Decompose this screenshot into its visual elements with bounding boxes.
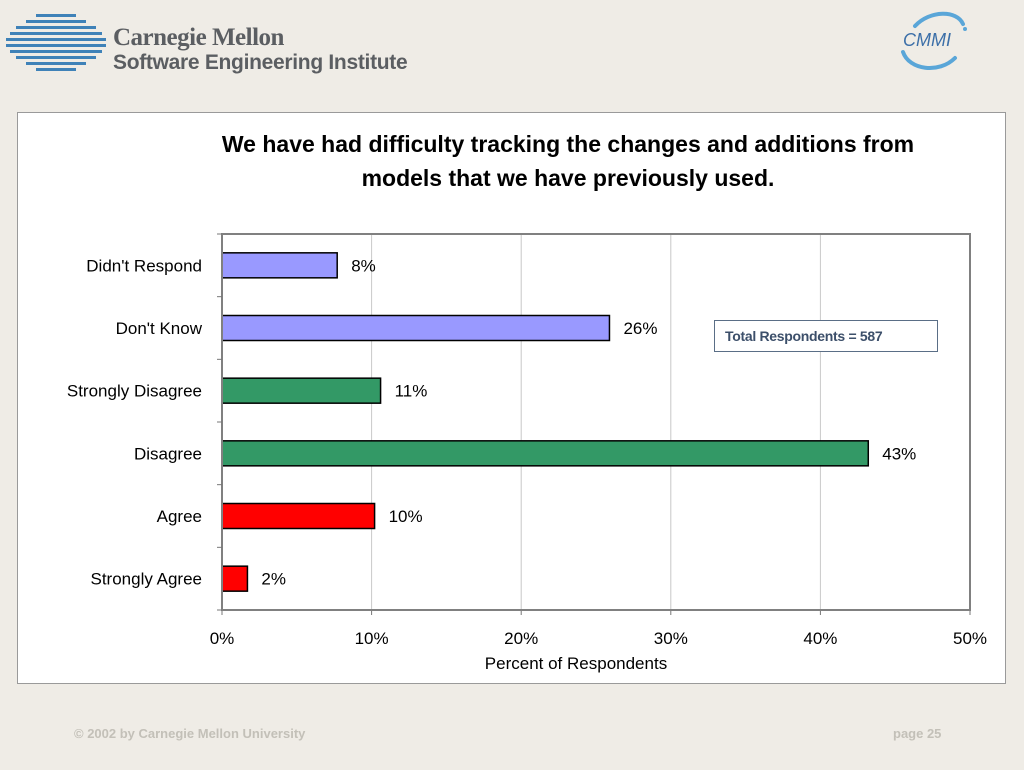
bar: [221, 565, 249, 592]
category-label: Disagree: [134, 444, 202, 463]
bar-chart: 0% 10% 20% 30% 40% 50% Didn't Respond 8% Don't K…: [67, 233, 987, 673]
x-tick-label: 40%: [803, 629, 837, 648]
data-label: 10%: [389, 507, 423, 526]
x-tick-label: 50%: [953, 629, 987, 648]
bar: [221, 377, 382, 404]
axes: [217, 233, 971, 615]
org-name: Carnegie Mellon: [113, 24, 284, 51]
chart-title: We have had difficulty tracking the chan…: [221, 131, 915, 191]
data-label: 43%: [882, 444, 916, 463]
x-tick-label: 30%: [654, 629, 688, 648]
org-subtitle: Software Engineering Institute: [113, 51, 408, 74]
data-label: 26%: [623, 319, 657, 338]
labels: 0% 10% 20% 30% 40% 50% Didn't Respond 8% Don't K…: [67, 256, 987, 648]
cmmi-logo-text: CMMI: [903, 30, 951, 50]
bar: [221, 440, 870, 467]
x-tick-label: 0%: [210, 629, 235, 648]
data-label: 8%: [351, 256, 376, 275]
bar: [221, 314, 611, 342]
footer-copyright: © 2002 by Carnegie Mellon University: [74, 726, 306, 741]
sei-striped-globe-icon: [6, 14, 106, 71]
bars: [221, 252, 870, 592]
cmmi-swoosh-icon: [901, 11, 967, 71]
respondents-annotation: Total Respondents = 587: [714, 320, 938, 352]
plot-frame: [221, 233, 971, 611]
chart-panel: We have had difficulty tracking the chan…: [17, 112, 1006, 684]
bar: [221, 502, 376, 530]
category-label: Didn't Respond: [86, 256, 202, 275]
respondents-annotation-text: Total Respondents = 587: [725, 328, 883, 344]
category-label: Don't Know: [116, 319, 203, 338]
category-label: Strongly Disagree: [67, 382, 202, 401]
category-label: Strongly Agree: [90, 570, 202, 589]
x-tick-label: 10%: [355, 629, 389, 648]
page-number: page 25: [893, 726, 942, 741]
bar: [221, 252, 338, 279]
category-label: Agree: [157, 507, 202, 526]
x-tick-label: 20%: [504, 629, 538, 648]
gridlines: [371, 234, 821, 610]
x-axis-title: Percent of Respondents: [485, 654, 667, 673]
data-label: 2%: [261, 570, 286, 589]
data-label: 11%: [395, 382, 428, 401]
slide-header: Carnegie Mellon Software Engineering Ins…: [0, 0, 1024, 100]
